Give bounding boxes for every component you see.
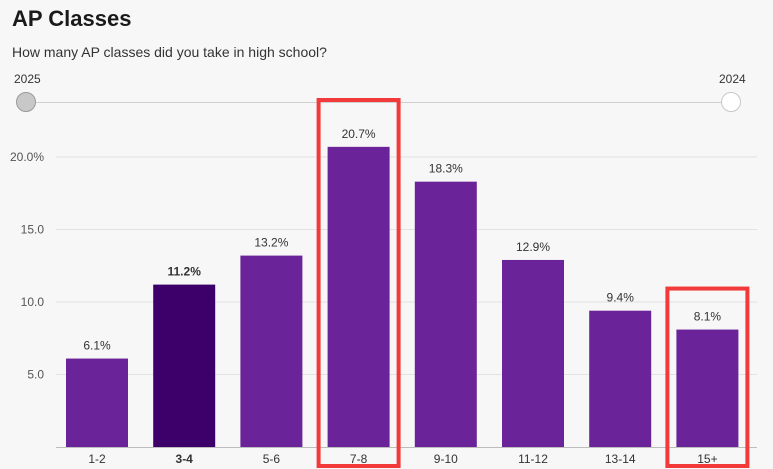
slider-start-label: 2025	[14, 72, 41, 86]
bar-1-2	[66, 358, 128, 447]
chart-subtitle: How many AP classes did you take in high…	[12, 44, 327, 60]
bar-15plus	[676, 329, 739, 447]
x-tick-label: 1-2	[88, 452, 106, 466]
bar-11-12	[502, 259, 564, 447]
bar-value-label: 20.7%	[342, 127, 376, 141]
slider-end-label: 2024	[719, 72, 746, 86]
bar-3-4	[153, 284, 216, 447]
bar-value-label: 9.4%	[607, 291, 635, 305]
bar-value-label: 11.2%	[168, 265, 202, 279]
year-slider-start-handle[interactable]	[16, 92, 36, 112]
y-tick-label: 10.0	[21, 295, 45, 309]
annotation-box-7-8	[316, 98, 401, 468]
y-tick-label: 20.0%	[10, 150, 44, 164]
bar-5-6	[240, 255, 303, 447]
bar-value-label: 18.3%	[429, 162, 463, 176]
x-tick-label: 13-14	[605, 452, 636, 466]
x-tick-label: 11-12	[518, 452, 548, 466]
year-slider-track[interactable]	[26, 102, 732, 103]
year-slider-end-handle[interactable]	[721, 92, 741, 112]
bar-value-label: 12.9%	[516, 240, 550, 254]
bar-7-8	[327, 146, 390, 447]
y-tick-label: 15.0	[21, 223, 45, 237]
y-tick-label: 5.0	[27, 368, 44, 382]
x-tick-label: 3-4	[176, 452, 194, 466]
x-tick-label: 15+	[697, 452, 717, 466]
x-tick-label: 5-6	[263, 452, 281, 466]
x-tick-label: 9-10	[434, 452, 458, 466]
bar-value-label: 13.2%	[254, 236, 288, 250]
x-tick-label: 7-8	[350, 452, 368, 466]
bar-value-label: 8.1%	[694, 310, 722, 324]
bar-9-10	[414, 181, 477, 447]
annotation-box-15plus	[665, 286, 750, 468]
bar-13-14	[589, 310, 652, 447]
page-title: AP Classes	[12, 6, 132, 31]
bar-value-label: 6.1%	[83, 339, 111, 353]
